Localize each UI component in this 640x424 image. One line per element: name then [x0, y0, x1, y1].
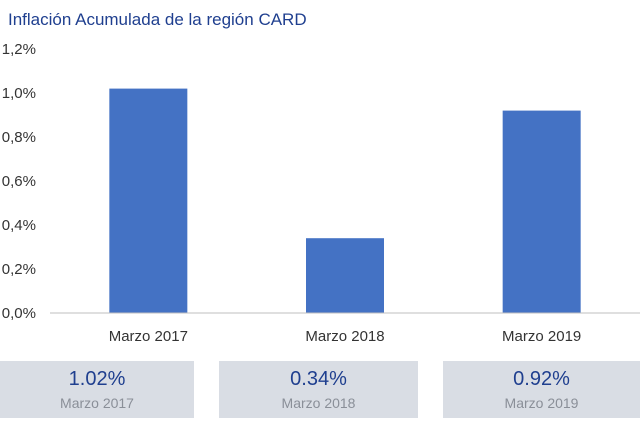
summary-card-label: Marzo 2019: [504, 395, 579, 411]
summary-card-2019: 0.92% Marzo 2019: [443, 361, 640, 418]
y-tick-label: 1,0%: [2, 85, 36, 102]
chart-title: Inflación Acumulada de la región CARD: [8, 10, 307, 29]
bar: [502, 110, 581, 313]
y-tick-label: 0,6%: [2, 173, 36, 190]
y-tick-label: 1,2%: [2, 41, 36, 58]
bar: [109, 88, 188, 313]
bar-series: [109, 88, 581, 313]
summary-card-value: 1.02%: [68, 368, 126, 390]
x-tick-label: Marzo 2019: [502, 328, 581, 345]
y-tick-label: 0,4%: [2, 217, 36, 234]
summary-card-label: Marzo 2018: [281, 395, 356, 411]
y-axis: 0,0% 0,2% 0,4% 0,6% 0,8% 1,0% 1,2%: [2, 41, 36, 322]
summary-card-label: Marzo 2017: [60, 395, 134, 411]
summary-card-value: 0.92%: [513, 368, 570, 390]
summary-card-2017: 1.02% Marzo 2017: [0, 361, 194, 418]
y-tick-label: 0,8%: [2, 129, 36, 146]
y-tick-label: 0,0%: [2, 305, 36, 322]
x-axis: Marzo 2017 Marzo 2018 Marzo 2019: [109, 328, 582, 345]
y-tick-label: 0,2%: [2, 261, 36, 278]
bar: [306, 238, 384, 313]
x-tick-label: Marzo 2017: [109, 328, 188, 345]
x-tick-label: Marzo 2018: [305, 328, 384, 345]
summary-card-value: 0.34%: [290, 368, 347, 390]
summary-card-2018: 0.34% Marzo 2018: [219, 361, 418, 418]
